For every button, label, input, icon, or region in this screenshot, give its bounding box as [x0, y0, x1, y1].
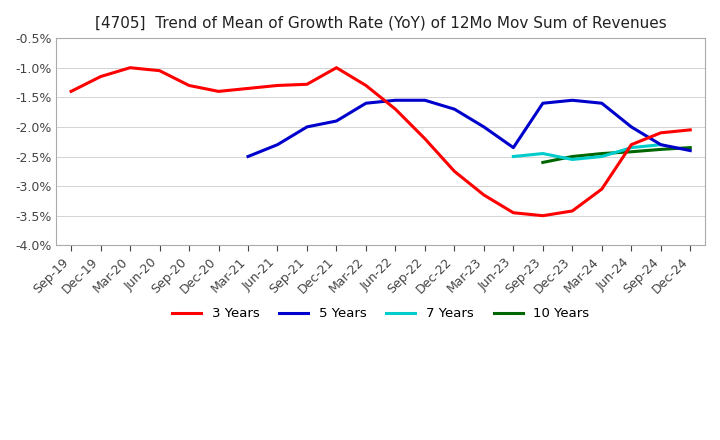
3 Years	[480, 192, 488, 198]
5 Years	[657, 142, 665, 147]
10 Years	[627, 149, 636, 154]
3 Years	[361, 83, 370, 88]
7 Years	[657, 142, 665, 147]
10 Years	[539, 160, 547, 165]
5 Years	[273, 142, 282, 147]
3 Years	[126, 65, 135, 70]
Line: 5 Years: 5 Years	[248, 100, 690, 157]
3 Years	[568, 208, 577, 213]
3 Years	[627, 142, 636, 147]
3 Years	[391, 106, 400, 112]
Legend: 3 Years, 5 Years, 7 Years, 10 Years: 3 Years, 5 Years, 7 Years, 10 Years	[167, 302, 595, 326]
3 Years	[332, 65, 341, 70]
5 Years	[332, 118, 341, 124]
3 Years	[598, 187, 606, 192]
5 Years	[391, 98, 400, 103]
3 Years	[156, 68, 164, 73]
3 Years	[67, 89, 76, 94]
5 Years	[568, 98, 577, 103]
5 Years	[627, 124, 636, 129]
10 Years	[686, 145, 695, 150]
3 Years	[273, 83, 282, 88]
10 Years	[568, 154, 577, 159]
5 Years	[420, 98, 429, 103]
7 Years	[539, 151, 547, 156]
3 Years	[450, 169, 459, 174]
10 Years	[598, 151, 606, 156]
5 Years	[509, 145, 518, 150]
5 Years	[243, 154, 252, 159]
5 Years	[302, 124, 311, 129]
3 Years	[215, 89, 223, 94]
5 Years	[450, 106, 459, 112]
Line: 10 Years: 10 Years	[543, 148, 690, 162]
7 Years	[568, 157, 577, 162]
Line: 7 Years: 7 Years	[513, 145, 661, 159]
3 Years	[420, 136, 429, 141]
7 Years	[598, 154, 606, 159]
5 Years	[686, 148, 695, 153]
3 Years	[539, 213, 547, 218]
3 Years	[686, 127, 695, 132]
3 Years	[657, 130, 665, 136]
Title: [4705]  Trend of Mean of Growth Rate (YoY) of 12Mo Mov Sum of Revenues: [4705] Trend of Mean of Growth Rate (YoY…	[95, 15, 667, 30]
7 Years	[627, 145, 636, 150]
10 Years	[657, 147, 665, 152]
5 Years	[361, 101, 370, 106]
3 Years	[509, 210, 518, 216]
5 Years	[480, 124, 488, 129]
3 Years	[96, 74, 105, 79]
5 Years	[598, 101, 606, 106]
7 Years	[509, 154, 518, 159]
5 Years	[539, 101, 547, 106]
Line: 3 Years: 3 Years	[71, 68, 690, 216]
3 Years	[243, 86, 252, 91]
3 Years	[302, 82, 311, 87]
3 Years	[185, 83, 194, 88]
